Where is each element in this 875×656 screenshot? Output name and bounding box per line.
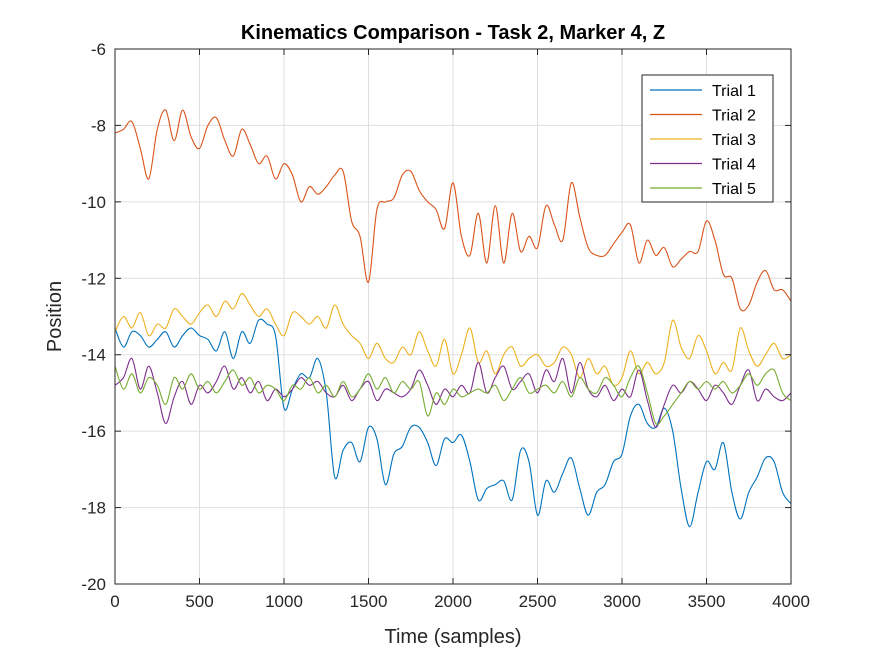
y-tick-label: -12 bbox=[81, 269, 106, 288]
legend: Trial 1 Trial 2 Trial 3 Trial 4 Trial 5 bbox=[641, 74, 774, 203]
legend-label-trial-5: Trial 5 bbox=[712, 181, 756, 198]
x-tick-label: 2500 bbox=[519, 592, 557, 611]
x-tick-label: 0 bbox=[110, 592, 119, 611]
series-line-trial-4 bbox=[114, 357, 792, 428]
y-tick-label: -10 bbox=[81, 193, 106, 212]
y-tick-label: -6 bbox=[91, 40, 106, 59]
y-tick-label: -8 bbox=[91, 116, 106, 135]
y-tick-label: -18 bbox=[81, 499, 106, 518]
series-line-trial-3 bbox=[114, 293, 792, 387]
y-tick-label: -14 bbox=[81, 346, 106, 365]
x-tick-label: 3500 bbox=[688, 592, 726, 611]
legend-label-trial-2: Trial 2 bbox=[712, 108, 756, 125]
legend-label-trial-1: Trial 1 bbox=[712, 83, 756, 100]
axis-ticks: 0 500 1000 1500 2000 2500 3000 3500 4000 -20 -18 -1… bbox=[81, 40, 809, 611]
legend-label-trial-3: Trial 3 bbox=[712, 132, 756, 149]
y-tick-label: -20 bbox=[81, 575, 106, 594]
y-tick-label: -16 bbox=[81, 422, 106, 441]
legend-label-trial-4: Trial 4 bbox=[712, 157, 756, 174]
x-tick-label: 2000 bbox=[434, 592, 472, 611]
series-layer bbox=[114, 109, 792, 528]
y-axis-label: Position bbox=[44, 281, 66, 352]
x-tick-label: 1500 bbox=[350, 592, 388, 611]
x-tick-label: 4000 bbox=[772, 592, 810, 611]
series-line-trial-1 bbox=[114, 318, 792, 528]
chart-title: Kinematics Comparison - Task 2, Marker 4… bbox=[241, 22, 665, 44]
x-axis-label: Time (samples) bbox=[384, 626, 521, 648]
series-line-trial-2 bbox=[114, 109, 792, 312]
x-tick-label: 1000 bbox=[265, 592, 303, 611]
series-line-trial-5 bbox=[114, 365, 792, 425]
x-tick-label: 500 bbox=[185, 592, 213, 611]
x-tick-label: 3000 bbox=[603, 592, 641, 611]
